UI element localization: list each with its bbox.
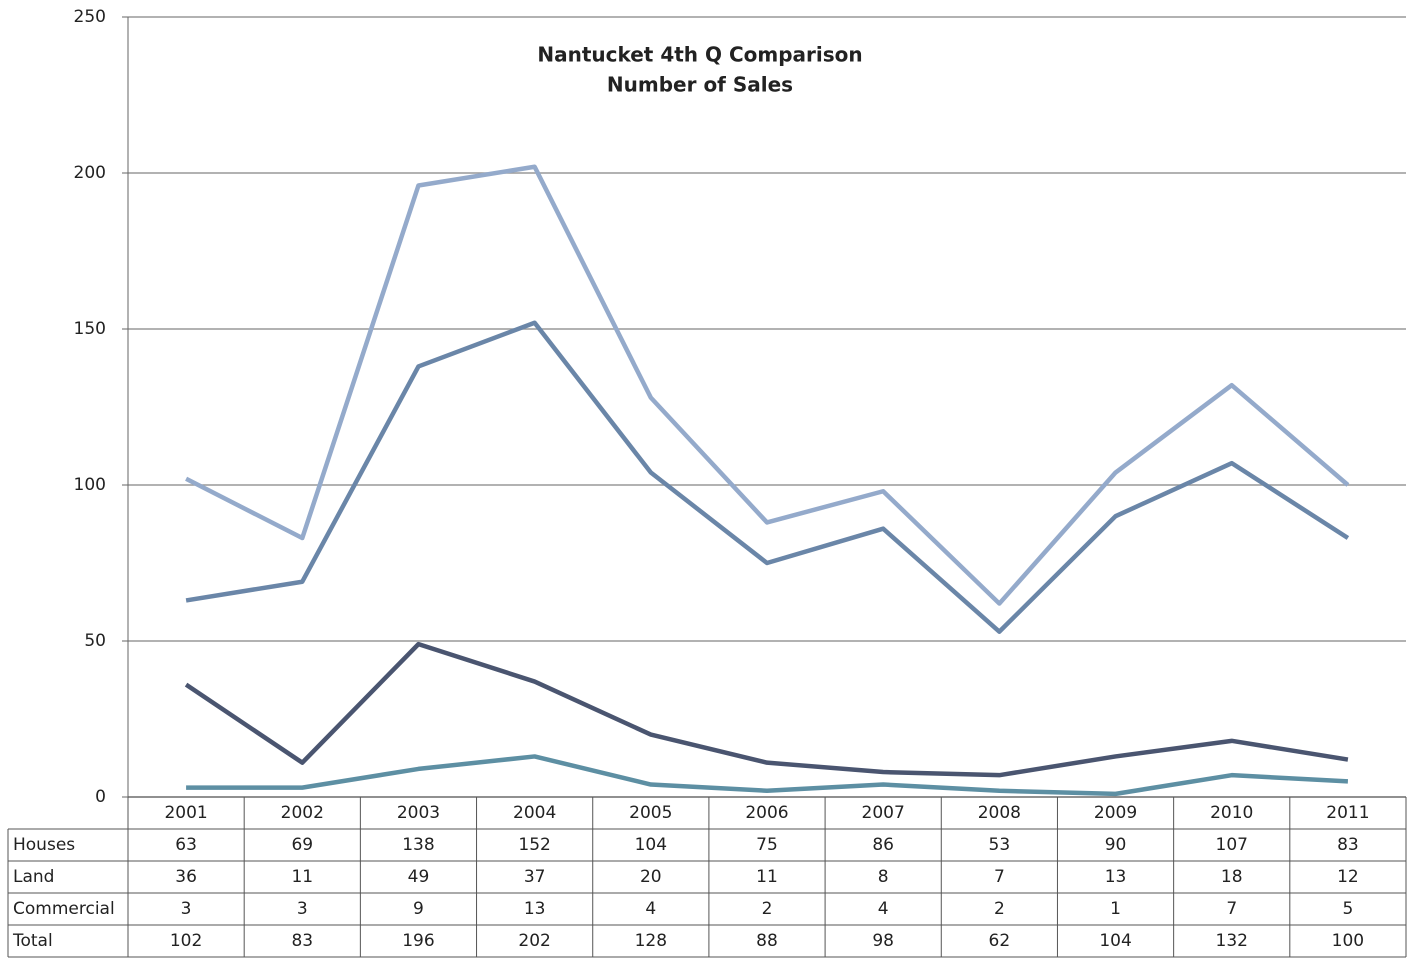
table-value: 13 [1105,867,1127,887]
table-value: 63 [175,835,197,855]
table-value: 83 [1337,835,1359,855]
x-tick-label: 2010 [1210,803,1253,823]
table-value: 20 [640,867,662,887]
legend-label: Land [13,867,54,887]
table-value: 49 [408,867,430,887]
table-value: 107 [1216,835,1248,855]
series-line [186,754,1349,797]
table-value: 11 [291,867,313,887]
table-value: 196 [402,931,434,951]
table-value: 12 [1337,867,1359,887]
table-value: 102 [170,931,202,951]
x-tick-label: 2011 [1326,803,1369,823]
table-value: 5 [1342,899,1353,919]
y-tick-label: 150 [74,319,106,339]
table-value: 138 [402,835,434,855]
table-value: 18 [1221,867,1243,887]
table-value: 4 [878,899,889,919]
table-value: 1 [1110,899,1121,919]
table-value: 62 [989,931,1011,951]
x-tick-label: 2005 [629,803,672,823]
table-value: 104 [1099,931,1131,951]
table-value: 3 [297,899,308,919]
legend-label: Commercial [13,899,115,919]
x-tick-label: 2006 [745,803,788,823]
table-value: 3 [181,899,192,919]
table-value: 2 [762,899,773,919]
series-line [184,641,1349,778]
table-value: 2 [994,899,1005,919]
series-line [185,320,1350,634]
table-value: 75 [756,835,778,855]
table-value: 9 [413,899,424,919]
x-tick-label: 2002 [281,803,324,823]
table-value: 8 [878,867,889,887]
table-value: 7 [994,867,1005,887]
series-line [185,164,1350,606]
y-tick-label: 50 [84,631,106,651]
x-tick-label: 2009 [1094,803,1137,823]
legend-label: Houses [13,835,75,855]
table-value: 152 [518,835,550,855]
y-tick-label: 200 [74,163,106,183]
table-value: 132 [1216,931,1248,951]
legend-label: Total [12,931,53,951]
table-value: 86 [872,835,894,855]
table-value: 104 [635,835,667,855]
table-value: 36 [175,867,197,887]
table-value: 4 [645,899,656,919]
table-value: 88 [756,931,778,951]
table-value: 37 [524,867,546,887]
table-value: 69 [291,835,313,855]
x-tick-label: 2003 [397,803,440,823]
table-value: 11 [756,867,778,887]
chart-subtitle: Number of Sales [607,73,793,97]
table-value: 13 [524,899,546,919]
x-tick-label: 2008 [978,803,1021,823]
table-value: 7 [1226,899,1237,919]
table-value: 100 [1332,931,1364,951]
table-value: 202 [518,931,550,951]
table-value: 53 [989,835,1011,855]
x-tick-label: 2007 [862,803,905,823]
y-tick-label: 0 [95,787,106,807]
y-tick-label: 250 [74,7,106,27]
table-value: 90 [1105,835,1127,855]
y-tick-label: 100 [74,475,106,495]
x-tick-label: 2001 [164,803,207,823]
table-value: 83 [291,931,313,951]
x-tick-label: 2004 [513,803,556,823]
table-value: 98 [872,931,894,951]
table-value: 128 [635,931,667,951]
chart-title: Nantucket 4th Q Comparison [537,43,862,67]
